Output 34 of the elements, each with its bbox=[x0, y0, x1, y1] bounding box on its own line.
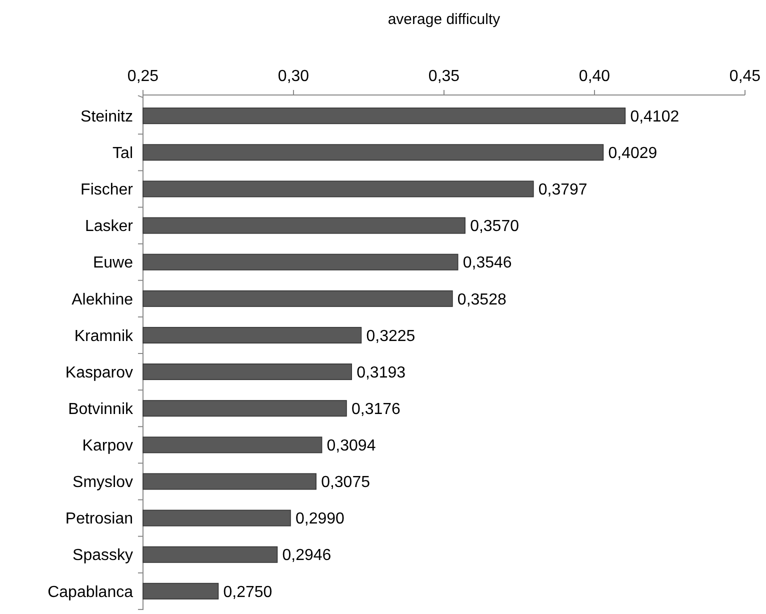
data-label: 0,3570 bbox=[470, 218, 520, 236]
y-tick-label: Smyslov bbox=[72, 474, 133, 492]
y-tick-label: Karpov bbox=[82, 438, 133, 455]
x-tick-label: 0,30 bbox=[278, 68, 310, 85]
y-tick-label: Alekhine bbox=[72, 291, 134, 308]
data-label: 0,3176 bbox=[351, 400, 401, 418]
data-label: 0,3094 bbox=[326, 438, 376, 455]
data-label: 0,3546 bbox=[462, 254, 512, 272]
x-axis-title: average difficulty bbox=[388, 11, 501, 28]
y-tick-label: Petrosian bbox=[65, 510, 133, 528]
x-tick-label: 0,40 bbox=[578, 68, 610, 85]
data-label: 0,2990 bbox=[295, 510, 345, 528]
y-tick-label: Euwe bbox=[92, 254, 134, 272]
data-label: 0,3193 bbox=[356, 364, 406, 382]
x-tick-label: 0,25 bbox=[127, 68, 159, 85]
data-label: 0,3528 bbox=[457, 291, 506, 308]
y-tick-label: Tal bbox=[112, 144, 133, 162]
y-tick-label: Steinitz bbox=[80, 108, 133, 126]
y-tick-label: Kasparov bbox=[65, 364, 133, 382]
data-label: 0,3225 bbox=[366, 328, 416, 345]
data-label: 0,4102 bbox=[630, 108, 680, 126]
y-tick-label: Fischer bbox=[80, 182, 134, 199]
data-label: 0,2750 bbox=[223, 584, 272, 601]
data-label: 0,4029 bbox=[608, 144, 658, 162]
y-tick-label: Capablanca bbox=[48, 584, 134, 601]
data-label: 0,3797 bbox=[538, 182, 588, 199]
x-tick-label: 0,45 bbox=[729, 68, 761, 85]
data-label: 0,2946 bbox=[282, 547, 332, 564]
y-tick-label: Lasker bbox=[84, 218, 134, 236]
x-tick-label: 0,35 bbox=[428, 68, 460, 85]
data-label: 0,3075 bbox=[321, 474, 370, 492]
y-tick-label: Botvinnik bbox=[68, 400, 134, 418]
y-tick-label: Kramnik bbox=[74, 328, 134, 345]
y-tick-label: Spassky bbox=[72, 547, 133, 564]
